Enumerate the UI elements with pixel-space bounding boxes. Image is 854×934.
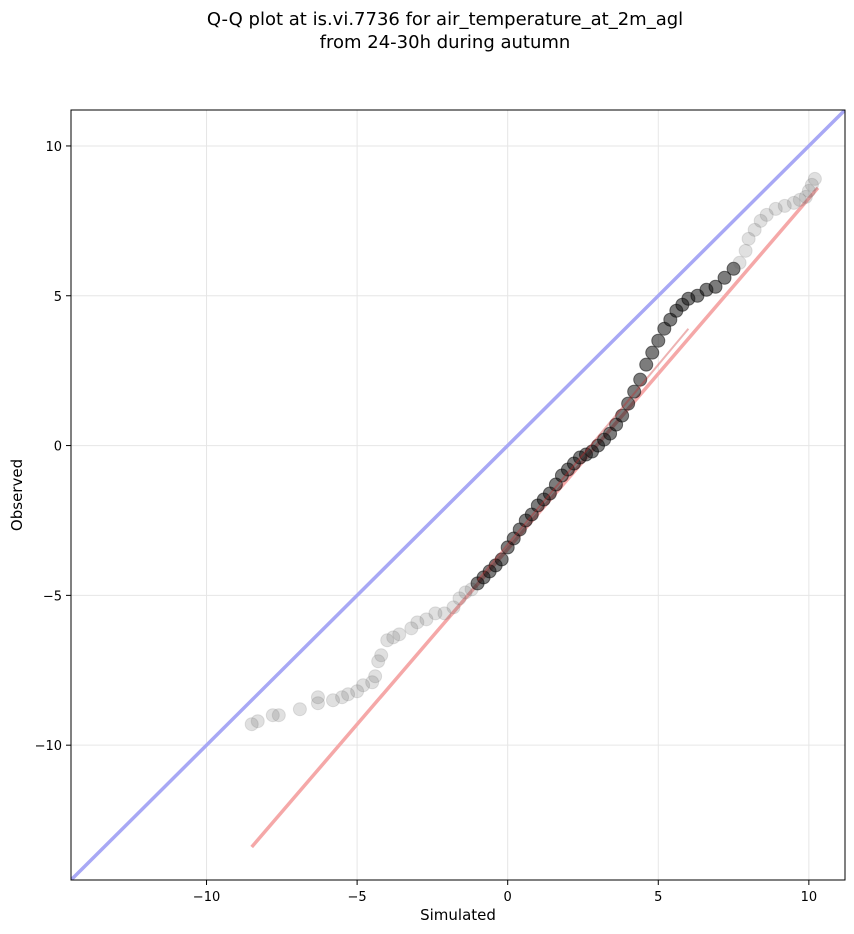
data-point <box>639 357 654 372</box>
data-point <box>717 270 732 285</box>
y-tick-label: 0 <box>54 440 62 455</box>
x-tick-label: 10 <box>801 890 818 905</box>
reference-lines <box>71 110 845 880</box>
data-point <box>386 630 401 645</box>
y-tick-label: 5 <box>54 290 62 305</box>
data-point <box>428 606 443 621</box>
data-point <box>621 396 636 411</box>
data-point <box>380 633 395 648</box>
data-point <box>410 615 425 630</box>
data-point <box>759 207 774 222</box>
data-point <box>645 345 660 360</box>
chart-title-line-2: from 24-30h during autumn <box>320 32 571 53</box>
y-tick-label: −5 <box>43 589 62 604</box>
data-point <box>404 621 419 636</box>
plot-frame <box>70 109 846 881</box>
data-point <box>374 648 389 663</box>
y-tick-label: −10 <box>35 739 62 754</box>
data-point <box>792 192 807 207</box>
data-point <box>326 693 341 708</box>
data-point <box>341 687 356 702</box>
data-point <box>437 606 452 621</box>
data-point <box>768 201 783 216</box>
data-point <box>250 714 265 729</box>
chart-title-line-1: Q-Q plot at is.vi.7736 for air_temperatu… <box>207 9 683 30</box>
data-point <box>392 627 407 642</box>
axis-ticks: −10 −5 0 5 10 −10 −5 0 5 10 <box>35 140 818 905</box>
data-point <box>335 690 350 705</box>
data-point <box>368 669 383 684</box>
data-points <box>244 171 822 732</box>
grid <box>71 110 845 880</box>
data-point <box>292 702 307 717</box>
data-point <box>271 708 286 723</box>
identity-line <box>71 110 845 880</box>
data-point <box>786 195 801 210</box>
data-point <box>356 678 371 693</box>
data-point <box>732 255 747 270</box>
data-point <box>738 243 753 258</box>
data-point <box>310 690 325 705</box>
data-point <box>747 222 762 237</box>
data-point <box>494 552 509 567</box>
x-axis-label: Simulated <box>420 906 496 924</box>
data-point <box>244 717 259 732</box>
data-point <box>446 600 461 615</box>
data-point <box>753 213 768 228</box>
data-point <box>741 231 756 246</box>
x-tick-label: 0 <box>504 890 512 905</box>
data-point <box>265 708 280 723</box>
data-point <box>726 261 741 276</box>
y-tick-label: 10 <box>45 140 62 155</box>
x-tick-label: 5 <box>654 890 662 905</box>
data-point <box>419 612 434 627</box>
data-point <box>365 675 380 690</box>
fit-line-overlay <box>476 328 690 582</box>
data-point <box>651 333 666 348</box>
data-point <box>310 696 325 711</box>
data-point <box>804 177 819 192</box>
data-point <box>777 198 792 213</box>
data-point <box>615 408 630 423</box>
data-point <box>627 384 642 399</box>
data-point <box>350 684 365 699</box>
data-point <box>371 654 386 669</box>
x-tick-label: −5 <box>348 890 367 905</box>
y-axis-label: Observed <box>8 459 26 531</box>
data-point <box>633 372 648 387</box>
data-point <box>807 171 822 186</box>
x-tick-label: −10 <box>193 890 220 905</box>
data-point <box>452 591 467 606</box>
data-point <box>708 279 723 294</box>
data-point <box>458 585 473 600</box>
data-point <box>801 183 816 198</box>
data-point <box>798 189 813 204</box>
